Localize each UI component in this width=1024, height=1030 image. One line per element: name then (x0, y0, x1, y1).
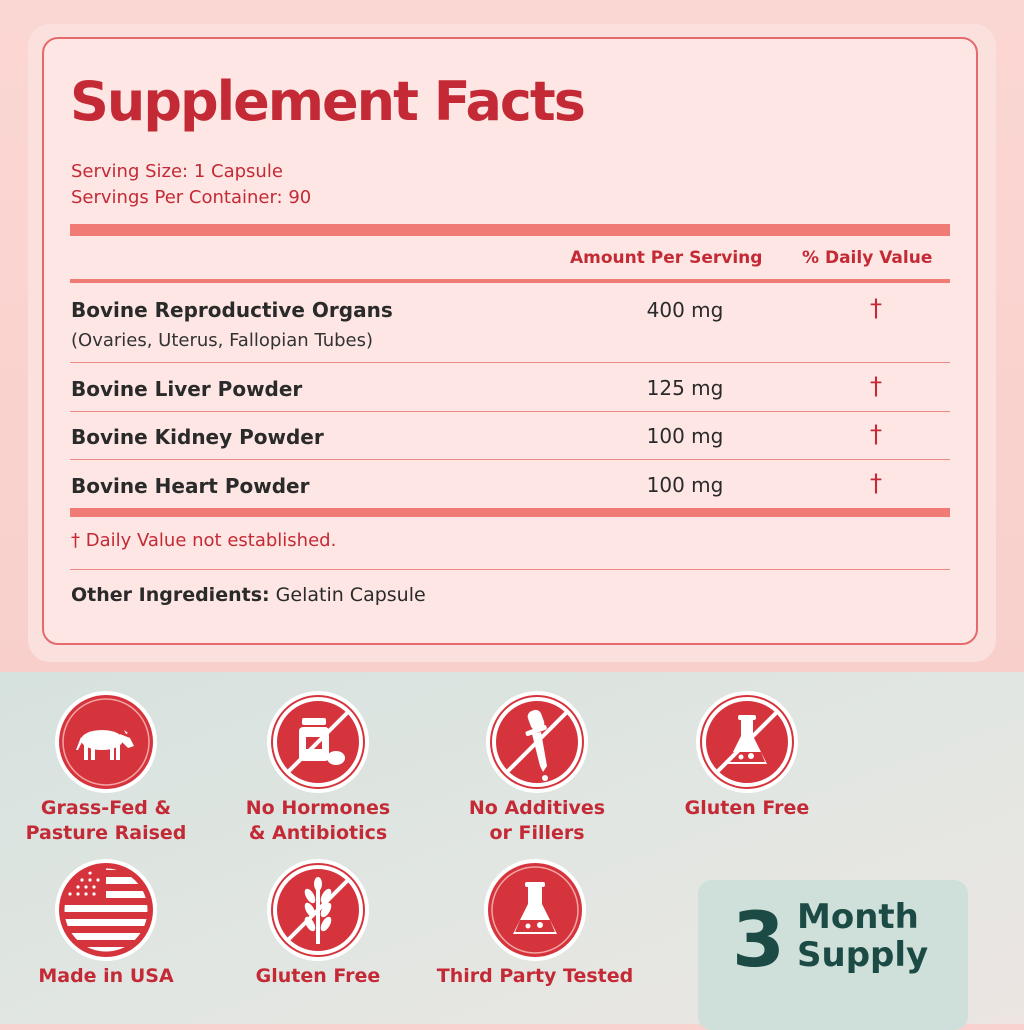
usa-flag-icon (55, 859, 157, 961)
ingredient-subtext: (Ovaries, Uterus, Fallopian Tubes) (71, 330, 374, 351)
badge-label: Gluten Free (684, 797, 810, 819)
daily-value-footnote: † Daily Value not established. (71, 530, 337, 551)
badge-gluten-free-wheat (266, 858, 370, 962)
badge-label: No Hormones & Antibiotics (245, 797, 391, 844)
badge-label: Made in USA (38, 965, 174, 987)
facts-title: Supplement Facts (70, 70, 586, 133)
ingredient-daily-value: † (870, 420, 882, 448)
badge-no-hormones (266, 690, 370, 794)
ingredient-amount: 100 mg (646, 424, 724, 448)
row-divider (70, 459, 950, 460)
ingredient-daily-value: † (870, 294, 882, 322)
no-dropper-icon (486, 691, 588, 793)
ingredient-amount: 400 mg (646, 298, 724, 322)
badge-label: Grass-Fed & Pasture Raised (25, 797, 187, 844)
badge-label: Gluten Free (255, 965, 381, 987)
header-daily-value: % Daily Value (802, 248, 933, 268)
other-ingredients-label: Other Ingredients: (71, 584, 270, 606)
no-wheat-icon (267, 859, 369, 961)
supply-number: 3 (732, 895, 785, 984)
servings-per-container: Servings Per Container: 90 (71, 187, 312, 208)
supply-badge (698, 880, 968, 1030)
thick-rule-bottom (70, 508, 950, 517)
row-divider (70, 362, 950, 363)
ingredient-daily-value: † (870, 469, 882, 497)
flask-icon (484, 859, 586, 961)
supply-text: Month Supply (797, 897, 929, 975)
thick-rule-top (70, 224, 950, 236)
badge-gluten-free-top (695, 690, 799, 794)
badge-no-additives (485, 690, 589, 794)
other-ingredients: Other Ingredients: Gelatin Capsule (71, 584, 426, 606)
ingredient-amount: 125 mg (646, 376, 724, 400)
header-rule (70, 279, 950, 283)
row-divider (70, 411, 950, 412)
cow-icon (55, 691, 157, 793)
ingredient-name: Bovine Kidney Powder (71, 425, 324, 449)
no-pills-icon (267, 691, 369, 793)
header-amount: Amount Per Serving (570, 248, 763, 268)
badge-made-in-usa (54, 858, 158, 962)
ingredient-name: Bovine Heart Powder (71, 474, 310, 498)
ingredient-name: Bovine Liver Powder (71, 377, 303, 401)
badge-label: Third Party Tested (436, 965, 634, 987)
serving-size: Serving Size: 1 Capsule (71, 161, 283, 182)
facts-card (42, 37, 978, 645)
footnote-divider (70, 569, 950, 570)
badge-third-party-tested (483, 858, 587, 962)
badge-label: No Additives or Fillers (468, 797, 606, 844)
badge-grass-fed (54, 690, 158, 794)
ingredient-name: Bovine Reproductive Organs (71, 298, 393, 322)
ingredient-daily-value: † (870, 372, 882, 400)
ingredient-amount: 100 mg (646, 473, 724, 497)
other-ingredients-value: Gelatin Capsule (275, 584, 426, 606)
no-flask-icon (696, 691, 798, 793)
